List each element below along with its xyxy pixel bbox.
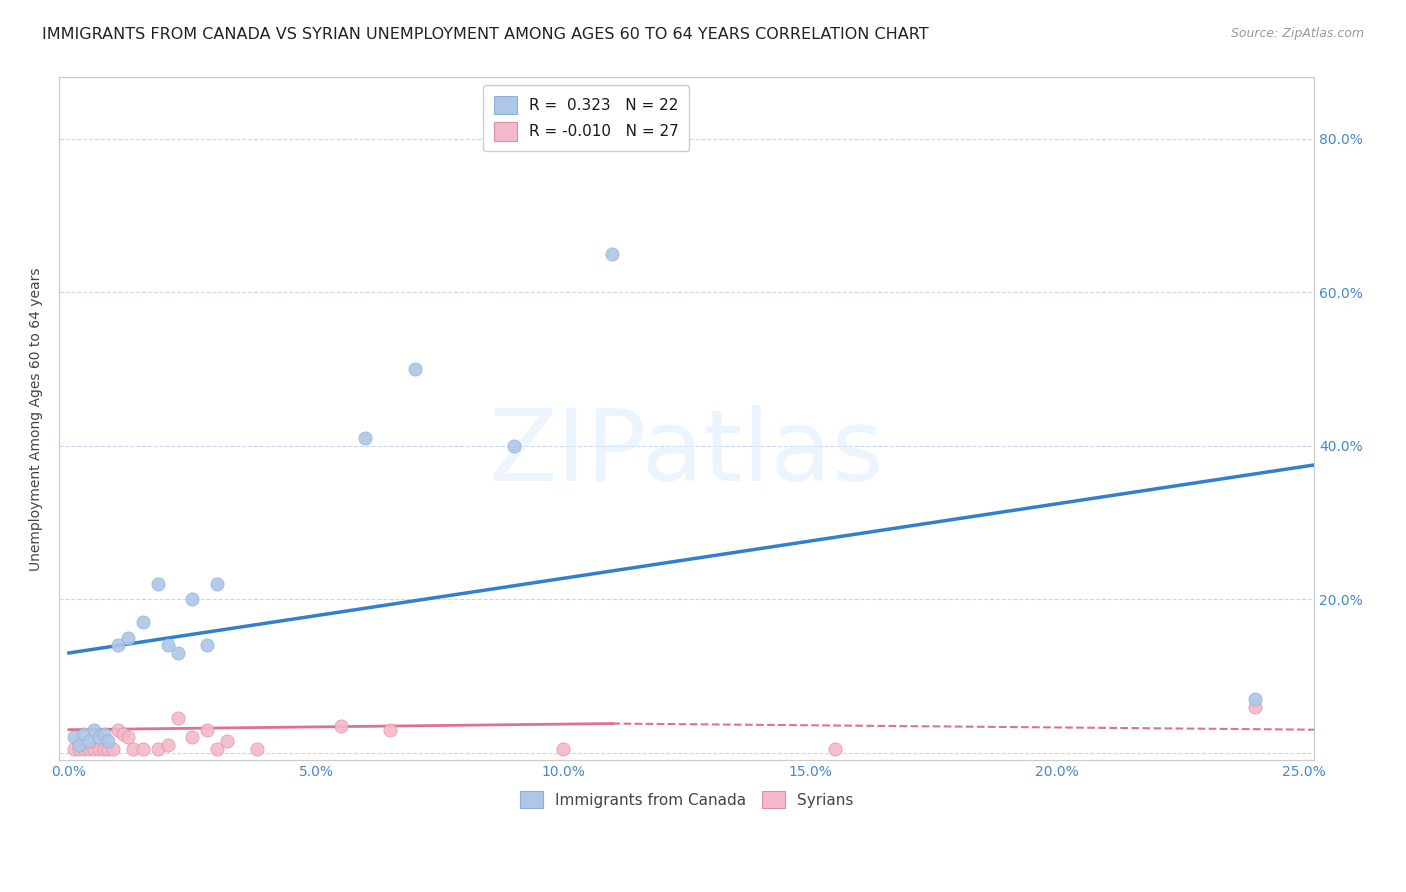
Point xyxy=(404,362,426,376)
Point xyxy=(551,742,574,756)
Point xyxy=(93,726,115,740)
Point xyxy=(1243,692,1265,706)
Point xyxy=(146,577,169,591)
Point xyxy=(77,742,100,756)
Point xyxy=(195,638,218,652)
Point xyxy=(87,742,110,756)
Point xyxy=(1243,699,1265,714)
Text: IMMIGRANTS FROM CANADA VS SYRIAN UNEMPLOYMENT AMONG AGES 60 TO 64 YEARS CORRELAT: IMMIGRANTS FROM CANADA VS SYRIAN UNEMPLO… xyxy=(42,27,929,42)
Point xyxy=(63,731,86,745)
Point xyxy=(181,731,204,745)
Point xyxy=(83,742,105,756)
Point xyxy=(146,742,169,756)
Point xyxy=(195,723,218,737)
Point xyxy=(73,742,96,756)
Point xyxy=(117,731,139,745)
Point xyxy=(77,734,100,748)
Point xyxy=(205,577,228,591)
Point xyxy=(156,638,179,652)
Point xyxy=(246,742,269,756)
Point xyxy=(181,592,204,607)
Text: Source: ZipAtlas.com: Source: ZipAtlas.com xyxy=(1230,27,1364,40)
Point xyxy=(122,742,145,756)
Legend: Immigrants from Canada, Syrians: Immigrants from Canada, Syrians xyxy=(515,785,859,814)
Point xyxy=(63,742,86,756)
Point xyxy=(67,738,90,752)
Point xyxy=(67,742,90,756)
Y-axis label: Unemployment Among Ages 60 to 64 years: Unemployment Among Ages 60 to 64 years xyxy=(30,268,44,571)
Point xyxy=(97,742,120,756)
Point xyxy=(112,726,135,740)
Point xyxy=(156,738,179,752)
Point xyxy=(354,431,377,445)
Point xyxy=(107,638,129,652)
Point xyxy=(103,742,125,756)
Point xyxy=(117,631,139,645)
Point xyxy=(107,723,129,737)
Point xyxy=(132,742,155,756)
Point xyxy=(205,742,228,756)
Point xyxy=(93,742,115,756)
Point xyxy=(87,731,110,745)
Point xyxy=(502,439,524,453)
Point xyxy=(329,719,352,733)
Point xyxy=(97,734,120,748)
Text: ZIPatlas: ZIPatlas xyxy=(489,405,884,501)
Point xyxy=(378,723,401,737)
Point xyxy=(73,726,96,740)
Point xyxy=(166,711,188,725)
Point xyxy=(166,646,188,660)
Point xyxy=(824,742,846,756)
Point xyxy=(215,734,238,748)
Point xyxy=(602,247,624,261)
Point xyxy=(83,723,105,737)
Point xyxy=(132,615,155,630)
